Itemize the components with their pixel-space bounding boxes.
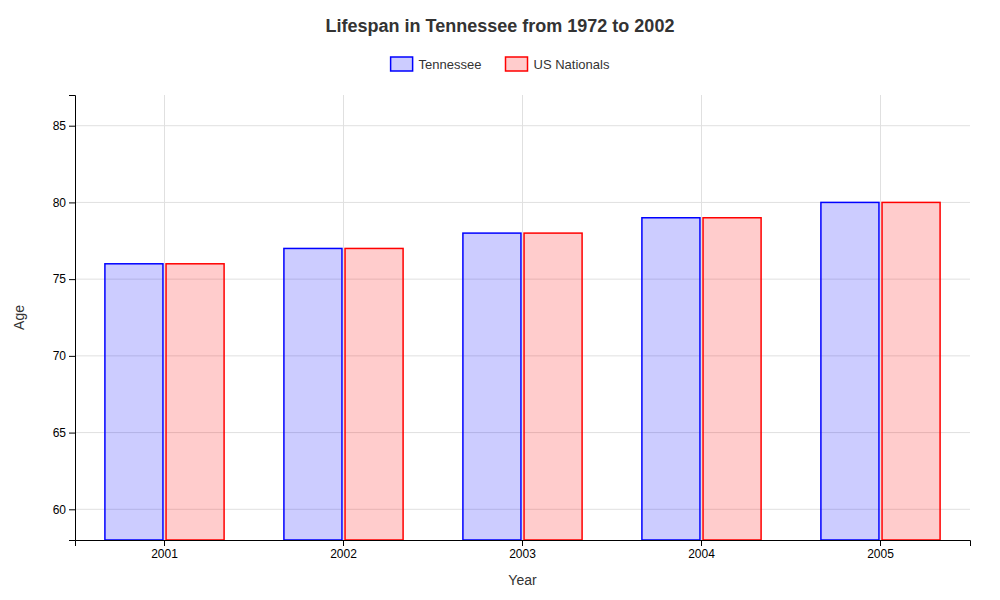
y-tick: 80 — [53, 196, 75, 210]
tick-label: 70 — [53, 349, 67, 363]
y-axis-title: Age — [11, 305, 27, 330]
grid-line-x — [701, 95, 702, 540]
legend-item: US Nationals — [506, 57, 610, 72]
bar — [166, 264, 224, 540]
chart-container: 2001 2002 2003 2004 2005 60 65 70 75 80 85 Lifespan… — [0, 0, 1000, 600]
legend-swatch — [391, 57, 413, 71]
tick-mark — [69, 433, 75, 434]
tick-mark — [69, 126, 75, 127]
x-tick: 2002 — [330, 540, 357, 561]
bar — [105, 264, 163, 540]
tick-label: 2003 — [509, 547, 536, 561]
bar — [345, 248, 403, 540]
x-axis-title: Year — [508, 572, 537, 588]
axis-line — [69, 96, 76, 541]
axis-line — [76, 541, 971, 547]
tick-mark — [69, 202, 75, 203]
plot: 2001 2002 2003 2004 2005 60 65 70 75 80 85 — [53, 95, 971, 561]
tick-label: 2004 — [688, 547, 715, 561]
x-tick: 2001 — [151, 540, 178, 561]
y-tick: 60 — [53, 503, 75, 517]
grid-line-x — [343, 95, 344, 540]
title: Lifespan in Tennessee from 1972 to 2002 — [326, 16, 675, 36]
tick-mark — [164, 540, 165, 546]
bar — [882, 202, 940, 540]
bar — [284, 248, 342, 540]
legend-swatch — [506, 57, 528, 71]
y-axis: 60 65 70 75 80 85 — [53, 96, 76, 541]
tick-label: 2005 — [867, 547, 894, 561]
tick-label: 75 — [53, 272, 67, 286]
bar — [642, 218, 700, 540]
tick-label: 2002 — [330, 547, 357, 561]
grid-line-x — [880, 95, 881, 540]
legend-label: Tennessee — [419, 57, 482, 72]
grid — [75, 95, 970, 540]
bar-series — [166, 202, 940, 540]
bar — [524, 233, 582, 540]
y-tick: 85 — [53, 119, 75, 133]
chart: 2001 2002 2003 2004 2005 60 65 70 75 80 85 Lifespan… — [0, 0, 1000, 600]
bar — [463, 233, 521, 540]
tick-mark — [343, 540, 344, 546]
tick-label: 65 — [53, 426, 67, 440]
x-tick: 2005 — [867, 540, 894, 561]
tick-label: 60 — [53, 503, 67, 517]
x-tick: 2004 — [688, 540, 715, 561]
legend-label: US Nationals — [534, 57, 610, 72]
bar-series — [105, 202, 879, 540]
tick-mark — [69, 356, 75, 357]
x-axis: 2001 2002 2003 2004 2005 — [76, 540, 971, 561]
tick-label: 2001 — [151, 547, 178, 561]
bar — [821, 202, 879, 540]
x-tick: 2003 — [509, 540, 536, 561]
tick-mark — [69, 279, 75, 280]
grid-line-x — [522, 95, 523, 540]
tick-mark — [69, 509, 75, 510]
y-tick: 75 — [53, 272, 75, 286]
tick-mark — [880, 540, 881, 546]
tick-label: 80 — [53, 196, 67, 210]
grid-line-x — [164, 95, 165, 540]
legend-item: Tennessee — [391, 57, 482, 72]
bars — [105, 202, 940, 540]
tick-mark — [522, 540, 523, 546]
y-tick: 65 — [53, 426, 75, 440]
bar — [703, 218, 761, 540]
y-tick: 70 — [53, 349, 75, 363]
legend: Tennessee US Nationals — [391, 57, 610, 72]
tick-mark — [701, 540, 702, 546]
tick-label: 85 — [53, 119, 67, 133]
